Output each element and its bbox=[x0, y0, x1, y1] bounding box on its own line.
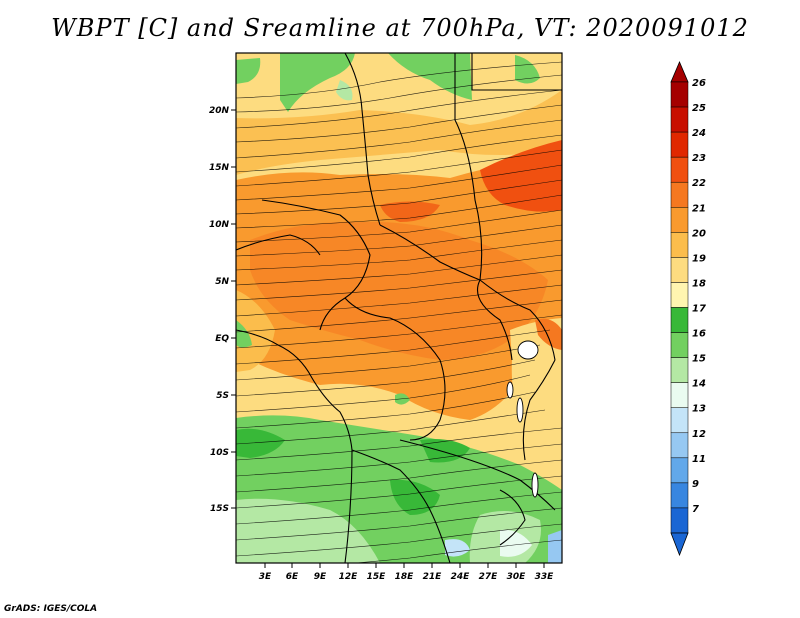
colorbar-swatch bbox=[670, 232, 689, 258]
colorbar-label: 15 bbox=[692, 354, 706, 365]
colorbar-swatch bbox=[670, 482, 689, 509]
colorbar-label: 16 bbox=[692, 329, 706, 340]
lat-label-15s: 15S bbox=[210, 504, 229, 514]
colorbar-label: 9 bbox=[692, 479, 699, 490]
colorbar-label: 18 bbox=[692, 278, 706, 289]
colorbar-swatch bbox=[670, 106, 689, 133]
lat-label-15n: 15N bbox=[209, 163, 230, 173]
colorbar-swatch bbox=[670, 207, 689, 233]
colorbar-swatch bbox=[670, 407, 689, 434]
lon-label-33e: 33E bbox=[535, 572, 555, 582]
map-frame bbox=[235, 52, 563, 564]
colorbar-label: 14 bbox=[692, 379, 706, 390]
lon-tick-marks bbox=[264, 563, 545, 568]
colorbar-swatch bbox=[670, 507, 689, 534]
colorbar-label: 20 bbox=[692, 228, 706, 239]
colorbar-label: 19 bbox=[692, 253, 706, 264]
lat-tick-marks bbox=[231, 109, 236, 509]
colorbar-label: 17 bbox=[692, 304, 706, 315]
colorbar-label: 26 bbox=[692, 78, 706, 89]
colorbar-label: 12 bbox=[692, 429, 706, 440]
colorbar-label: 7 bbox=[692, 504, 699, 515]
lon-label-3e: 3E bbox=[259, 572, 272, 582]
lat-label-eq: EQ bbox=[215, 334, 229, 344]
map-title: WBPT [C] and Sreamline at 700hPa, VT: 20… bbox=[51, 14, 749, 42]
colorbar-swatch bbox=[670, 131, 689, 158]
colorbar-swatch bbox=[670, 332, 689, 358]
colorbar: 26 25 24 23 22 21 20 19 18 17 16 15 14 13 12 11 9 7 bbox=[670, 60, 706, 557]
lon-label-6e: 6E bbox=[286, 572, 299, 582]
lon-label-18e: 18E bbox=[395, 572, 415, 582]
colorbar-swatch bbox=[670, 432, 689, 459]
lat-label-10n: 10N bbox=[209, 220, 230, 230]
lat-label-10s: 10S bbox=[210, 448, 229, 458]
colorbar-swatch bbox=[670, 81, 689, 108]
colorbar-swatch bbox=[670, 307, 689, 333]
colorbar-top-arrow bbox=[670, 60, 689, 83]
colorbar-label: 25 bbox=[692, 103, 706, 114]
grads-credit: GrADS: IGES/COLA bbox=[4, 604, 98, 614]
colorbar-swatch bbox=[670, 257, 689, 283]
lon-label-21e: 21E bbox=[423, 572, 443, 582]
wbpt-field bbox=[236, 53, 562, 563]
lat-label-5n: 5N bbox=[215, 277, 229, 287]
lon-label-9e: 9E bbox=[314, 572, 327, 582]
lat-label-20n: 20N bbox=[209, 106, 230, 116]
colorbar-swatch bbox=[670, 156, 689, 183]
colorbar-label: 22 bbox=[692, 178, 706, 189]
lon-label-15e: 15E bbox=[367, 572, 387, 582]
colorbar-label: 11 bbox=[692, 454, 706, 465]
lat-label-5s: 5S bbox=[216, 391, 229, 401]
colorbar-label: 13 bbox=[692, 404, 706, 415]
colorbar-swatch bbox=[670, 382, 689, 408]
lon-label-27e: 27E bbox=[479, 572, 499, 582]
colorbar-swatch bbox=[670, 282, 689, 308]
colorbar-swatch bbox=[670, 181, 689, 208]
lon-label-24e: 24E bbox=[451, 572, 471, 582]
colorbar-label: 21 bbox=[692, 203, 706, 214]
colorbar-bottom-arrow bbox=[670, 532, 689, 557]
colorbar-label: 24 bbox=[692, 128, 706, 139]
colorbar-label: 23 bbox=[692, 153, 706, 164]
lon-label-12e: 12E bbox=[339, 572, 359, 582]
lon-label-30e: 30E bbox=[507, 572, 527, 582]
colorbar-swatch bbox=[670, 357, 689, 383]
colorbar-swatch bbox=[670, 457, 689, 484]
